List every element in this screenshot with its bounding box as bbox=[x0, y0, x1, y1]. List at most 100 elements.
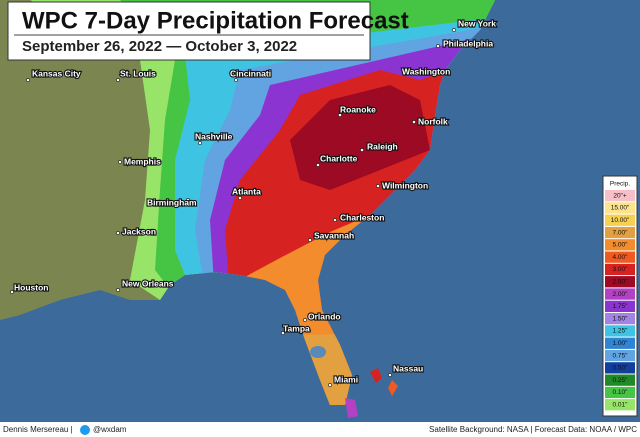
lake bbox=[310, 346, 326, 358]
legend-label: 2.00" bbox=[613, 291, 629, 298]
city-dot bbox=[303, 318, 307, 322]
legend-swatch bbox=[605, 214, 635, 226]
city-label: New York bbox=[458, 18, 496, 28]
legend-swatch bbox=[605, 349, 635, 362]
legend-swatch bbox=[605, 374, 635, 386]
footer-credits: Satellite Background: NASA | Forecast Da… bbox=[429, 425, 637, 434]
city-label: Nassau bbox=[393, 363, 423, 373]
city-dot bbox=[238, 196, 242, 200]
city-label: Savannah bbox=[314, 230, 354, 240]
footer-author: Dennis Mersereau | bbox=[3, 425, 73, 434]
city-dot bbox=[316, 163, 320, 167]
legend-label: 20"+ bbox=[613, 192, 627, 199]
city-dot bbox=[333, 218, 337, 222]
city-dot bbox=[186, 198, 190, 202]
legend-swatch bbox=[605, 190, 635, 202]
city-label: Philadelphia bbox=[443, 38, 493, 48]
city-dot bbox=[118, 160, 122, 164]
legend-label: 0.75" bbox=[613, 352, 629, 359]
city-dot bbox=[10, 290, 14, 294]
city-dot bbox=[234, 78, 238, 82]
legend-swatch bbox=[605, 288, 635, 300]
city-dot bbox=[338, 113, 342, 117]
legend-label: 4.00" bbox=[613, 254, 629, 261]
city-dot bbox=[376, 184, 380, 188]
city-label: Tampa bbox=[283, 323, 310, 333]
legend-label: 0.50" bbox=[613, 365, 629, 372]
city-label: Wilmington bbox=[382, 180, 428, 190]
city-dot bbox=[116, 78, 120, 82]
legend-title: Precip. bbox=[610, 181, 630, 188]
city-dot bbox=[416, 70, 420, 74]
island bbox=[345, 398, 358, 418]
legend-swatch bbox=[605, 337, 635, 349]
legend-label: 3.00" bbox=[613, 266, 629, 273]
city-dot bbox=[360, 148, 364, 152]
city-label: St. Louis bbox=[120, 68, 156, 78]
legend-swatch bbox=[605, 251, 635, 263]
city-dot bbox=[328, 383, 332, 387]
legend-swatch bbox=[605, 276, 635, 288]
city-label: Nashville bbox=[195, 131, 233, 141]
legend-label: 0.25" bbox=[613, 377, 629, 384]
legend-swatch bbox=[605, 386, 635, 399]
city-dot bbox=[308, 238, 312, 242]
legend-label: 1.00" bbox=[613, 340, 629, 347]
city-dot bbox=[116, 288, 120, 292]
legend-swatch bbox=[605, 362, 635, 374]
city-label: Washington bbox=[402, 66, 450, 76]
legend-swatch bbox=[605, 202, 635, 214]
city-label: Cincinnati bbox=[230, 68, 271, 78]
city-label: Houston bbox=[14, 282, 48, 292]
legend-label: 2.50" bbox=[613, 278, 629, 285]
legend-swatch bbox=[605, 399, 635, 411]
island bbox=[388, 380, 398, 396]
city-dot bbox=[198, 141, 202, 145]
city-label: Charleston bbox=[340, 212, 384, 222]
city-dot bbox=[452, 28, 456, 32]
city-label: Raleigh bbox=[367, 141, 398, 151]
city-label: Kansas City bbox=[32, 68, 81, 78]
legend-label: 7.00" bbox=[613, 229, 629, 236]
city-label: Orlando bbox=[308, 311, 341, 321]
legend-label: 10.00" bbox=[611, 217, 630, 224]
city-dot bbox=[281, 331, 285, 335]
city-label: Miami bbox=[334, 374, 358, 384]
legend-label: 1.75" bbox=[613, 303, 629, 310]
legend-label: 15.00" bbox=[611, 205, 630, 212]
title-box bbox=[7, 1, 371, 61]
city-label: Roanoke bbox=[340, 104, 376, 114]
city-label: Norfolk bbox=[418, 116, 448, 126]
footer-bar bbox=[0, 422, 640, 437]
city-dot bbox=[116, 231, 120, 235]
city-dot bbox=[26, 78, 30, 82]
city-label: Jackson bbox=[122, 226, 156, 236]
subtitle: September 26, 2022 — October 3, 2022 bbox=[22, 38, 297, 55]
city-label: Charlotte bbox=[320, 153, 358, 163]
city-dot bbox=[388, 373, 392, 377]
twitter-icon bbox=[80, 425, 90, 435]
city-dot bbox=[436, 44, 440, 48]
legend-label: 0.10" bbox=[613, 389, 629, 396]
legend-swatch bbox=[605, 300, 635, 312]
legend-swatch bbox=[605, 313, 635, 325]
footer-handle: @wxdam bbox=[93, 425, 127, 434]
city-dot bbox=[412, 120, 416, 124]
city-label: Memphis bbox=[124, 156, 161, 166]
legend-label: 0.01" bbox=[613, 401, 629, 408]
island bbox=[370, 368, 382, 383]
city-labels: New York Philadelphia Kansas City St. Louis… bbox=[10, 17, 497, 387]
legend-swatch bbox=[605, 263, 635, 276]
legend-swatch bbox=[605, 226, 635, 239]
city-label: New Orleans bbox=[122, 278, 174, 288]
legend: Precip. 20"+ 15.00" 10.00" 7.00" 5.00" 4.00" 3… bbox=[602, 175, 638, 417]
city-label: Birmingham bbox=[147, 197, 197, 207]
legend-label: 1.50" bbox=[613, 315, 629, 322]
legend-label: 5.00" bbox=[613, 242, 629, 249]
legend-label: 1.25" bbox=[613, 328, 629, 335]
legend-swatch bbox=[605, 325, 635, 337]
precip-band bbox=[290, 85, 430, 190]
city-label: Atlanta bbox=[232, 186, 261, 196]
title: WPC 7-Day Precipitation Forecast bbox=[22, 7, 409, 34]
